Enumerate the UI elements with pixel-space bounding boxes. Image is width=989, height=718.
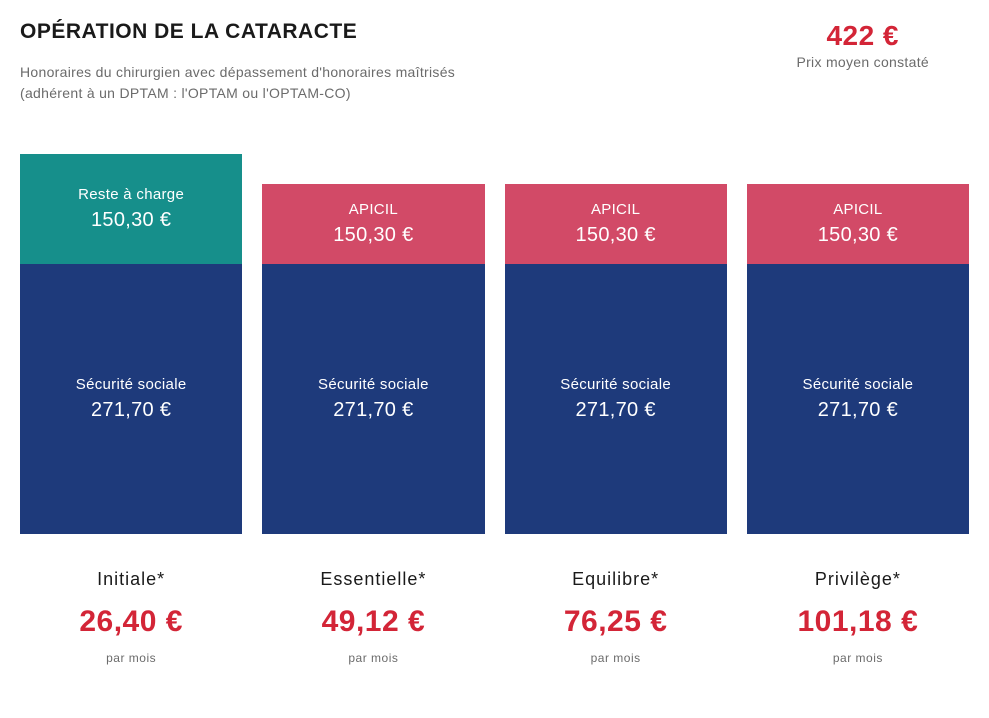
plan-name: Privilège* — [747, 569, 969, 590]
plan-price: 26,40 € — [20, 605, 242, 639]
segment-bottom: Sécurité sociale 271,70 € — [747, 264, 969, 534]
segment-bottom: Sécurité sociale 271,70 € — [20, 264, 242, 534]
subtitle-line2: (adhérent à un DPTAM : l'OPTAM ou l'OPTA… — [20, 85, 351, 101]
plan-price: 76,25 € — [505, 605, 727, 639]
header-left: OPÉRATION DE LA CATARACTE Honoraires du … — [20, 20, 796, 104]
segment-bottom-value: 271,70 € — [575, 399, 655, 422]
segment-top-value: 150,30 € — [91, 209, 171, 232]
segment-top-label: Reste à charge — [78, 186, 184, 203]
segment-top: APICIL 150,30 € — [262, 184, 484, 264]
header-right: 422 € Prix moyen constaté — [796, 20, 969, 70]
segment-top-value: 150,30 € — [333, 224, 413, 247]
plan-privilege: APICIL 150,30 € Sécurité sociale 271,70 … — [747, 154, 969, 665]
plan-footer: Equilibre* 76,25 € par mois — [505, 569, 727, 665]
segment-bottom-label: Sécurité sociale — [803, 376, 914, 393]
segment-top-label: APICIL — [349, 201, 398, 218]
segment-bottom-value: 271,70 € — [91, 399, 171, 422]
plan-name: Equilibre* — [505, 569, 727, 590]
plans-row: Reste à charge 150,30 € Sécurité sociale… — [20, 154, 969, 665]
plan-essentielle: APICIL 150,30 € Sécurité sociale 271,70 … — [262, 154, 484, 665]
avg-price-label: Prix moyen constaté — [796, 54, 929, 70]
plan-period: par mois — [20, 651, 242, 665]
bar-container: Reste à charge 150,30 € Sécurité sociale… — [20, 154, 242, 534]
segment-top-label: APICIL — [833, 201, 882, 218]
segment-bottom: Sécurité sociale 271,70 € — [262, 264, 484, 534]
plan-period: par mois — [505, 651, 727, 665]
plan-period: par mois — [262, 651, 484, 665]
segment-top-value: 150,30 € — [575, 224, 655, 247]
plan-period: par mois — [747, 651, 969, 665]
plan-name: Essentielle* — [262, 569, 484, 590]
segment-top: APICIL 150,30 € — [747, 184, 969, 264]
plan-price: 49,12 € — [262, 605, 484, 639]
segment-bottom-label: Sécurité sociale — [560, 376, 671, 393]
segment-top-value: 150,30 € — [818, 224, 898, 247]
segment-top: Reste à charge 150,30 € — [20, 154, 242, 264]
subtitle: Honoraires du chirurgien avec dépassemen… — [20, 62, 796, 104]
plan-footer: Privilège* 101,18 € par mois — [747, 569, 969, 665]
plan-footer: Initiale* 26,40 € par mois — [20, 569, 242, 665]
segment-bottom-label: Sécurité sociale — [318, 376, 429, 393]
page-title: OPÉRATION DE LA CATARACTE — [20, 20, 796, 44]
segment-top: APICIL 150,30 € — [505, 184, 727, 264]
bar-container: APICIL 150,30 € Sécurité sociale 271,70 … — [505, 154, 727, 534]
avg-price: 422 € — [796, 20, 929, 52]
plan-initiale: Reste à charge 150,30 € Sécurité sociale… — [20, 154, 242, 665]
plan-equilibre: APICIL 150,30 € Sécurité sociale 271,70 … — [505, 154, 727, 665]
bar-container: APICIL 150,30 € Sécurité sociale 271,70 … — [747, 154, 969, 534]
plan-footer: Essentielle* 49,12 € par mois — [262, 569, 484, 665]
bar-container: APICIL 150,30 € Sécurité sociale 271,70 … — [262, 154, 484, 534]
segment-top-label: APICIL — [591, 201, 640, 218]
segment-bottom-label: Sécurité sociale — [76, 376, 187, 393]
segment-bottom-value: 271,70 € — [818, 399, 898, 422]
segment-bottom-value: 271,70 € — [333, 399, 413, 422]
header: OPÉRATION DE LA CATARACTE Honoraires du … — [20, 20, 969, 104]
segment-bottom: Sécurité sociale 271,70 € — [505, 264, 727, 534]
subtitle-line1: Honoraires du chirurgien avec dépassemen… — [20, 64, 455, 80]
plan-name: Initiale* — [20, 569, 242, 590]
plan-price: 101,18 € — [747, 605, 969, 639]
